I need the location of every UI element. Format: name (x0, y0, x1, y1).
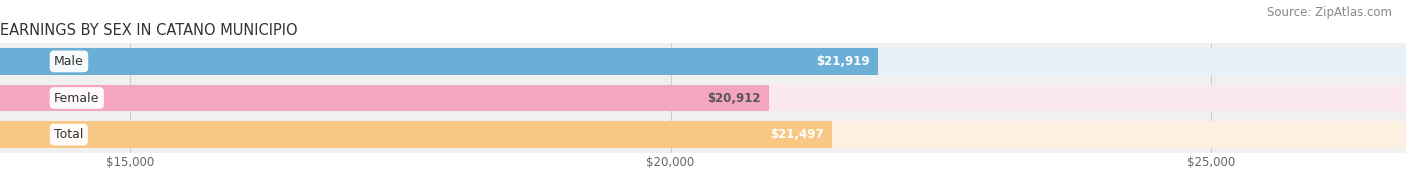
Bar (0, 43, 1406, 80)
Bar (0, 85, 769, 111)
Bar (0, 121, 832, 148)
Text: Male: Male (53, 55, 84, 68)
Text: $21,919: $21,919 (815, 55, 869, 68)
Bar (0, 121, 1406, 148)
Bar (0, 116, 1406, 153)
Bar (0, 85, 1406, 111)
Bar (0, 80, 1406, 116)
Text: EARNINGS BY SEX IN CATANO MUNICIPIO: EARNINGS BY SEX IN CATANO MUNICIPIO (0, 23, 298, 38)
Text: $21,497: $21,497 (770, 128, 824, 141)
Bar (0, 48, 879, 75)
Bar (0, 48, 1406, 75)
Text: Source: ZipAtlas.com: Source: ZipAtlas.com (1267, 6, 1392, 19)
Text: $20,912: $20,912 (707, 92, 761, 104)
Text: Total: Total (53, 128, 83, 141)
Text: Female: Female (53, 92, 100, 104)
